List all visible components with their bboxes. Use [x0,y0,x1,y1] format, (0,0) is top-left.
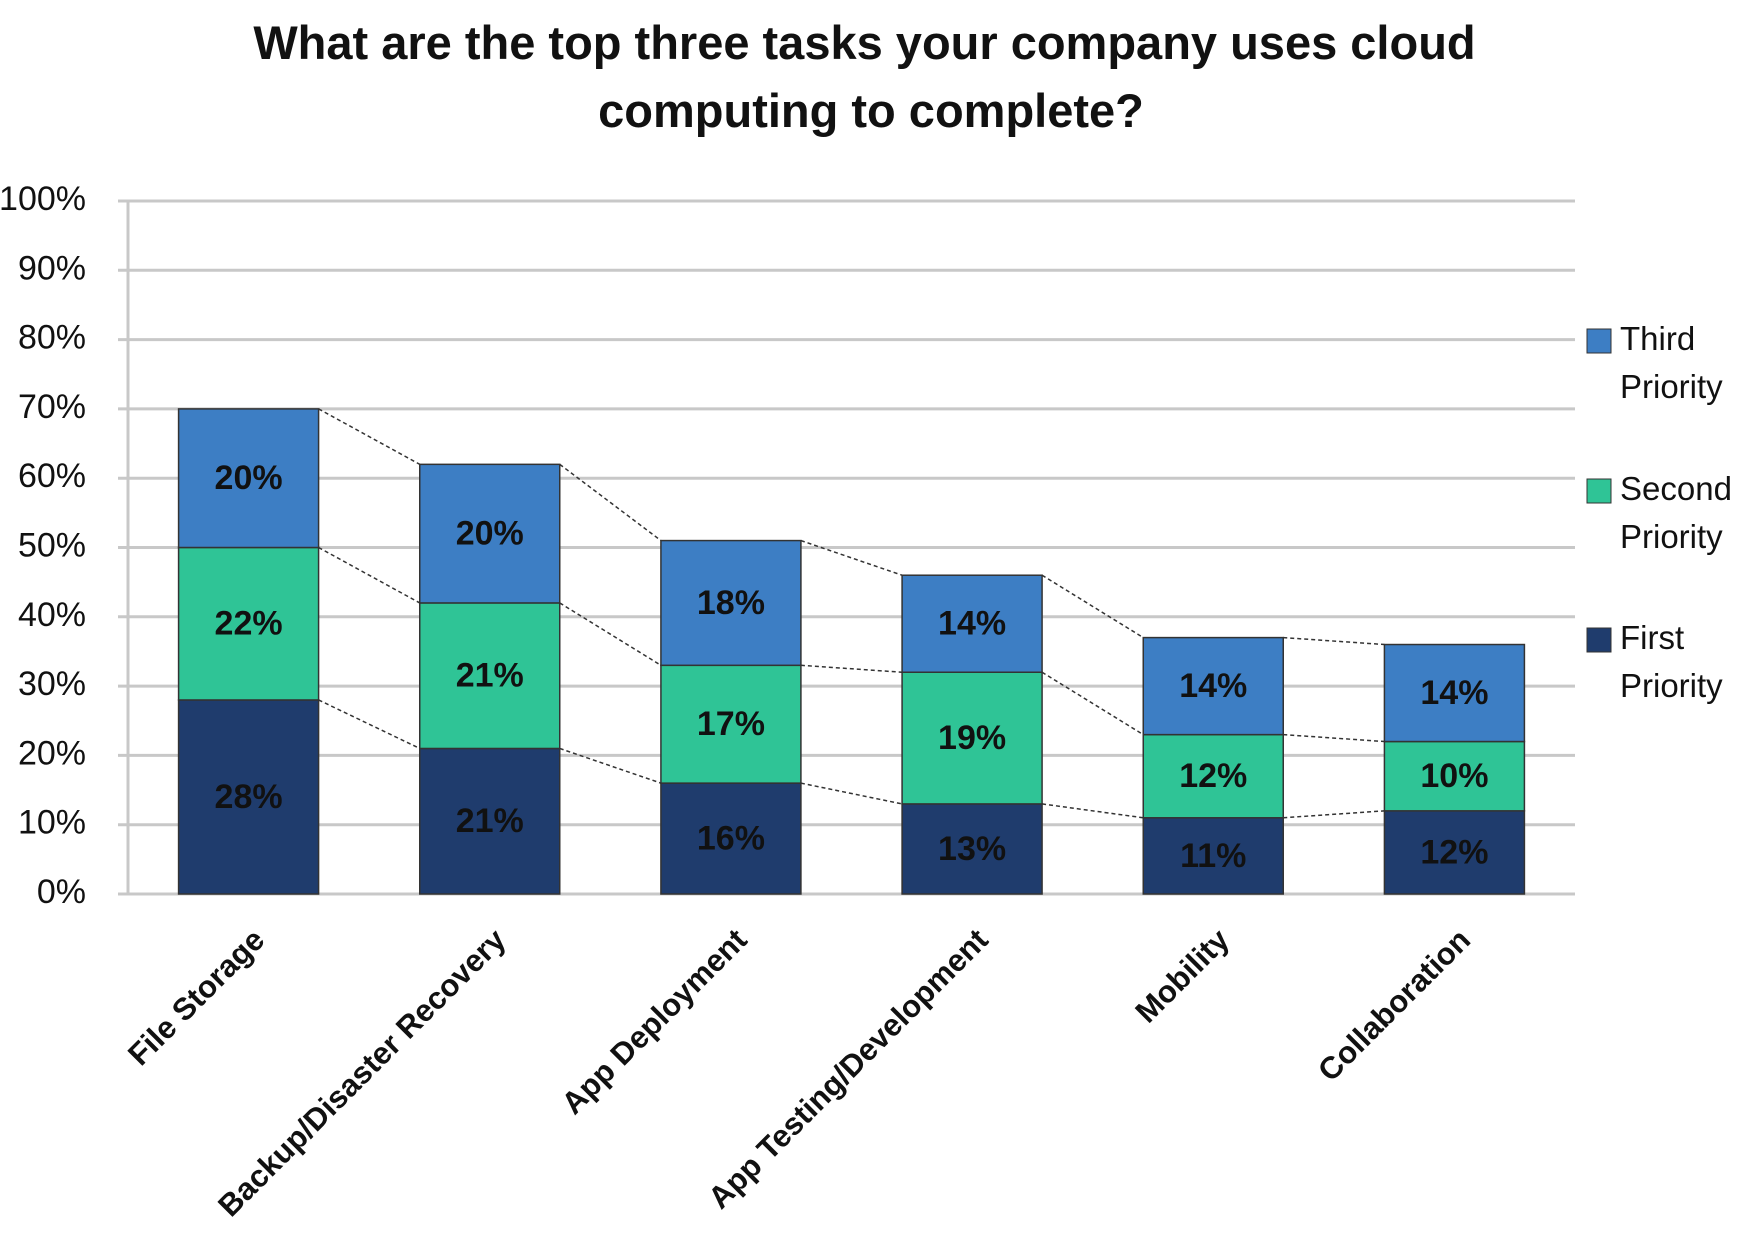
y-tick-label: 10% [18,804,86,842]
series-line [1283,810,1385,819]
legend-swatch [1586,328,1612,354]
x-tick-label: File Storage [121,922,271,1072]
series-line [800,539,903,576]
legend-swatch [1586,478,1612,504]
bar-segment [901,671,1043,805]
y-tick-label: 70% [18,388,86,426]
x-tick-label: Collaboration [1311,922,1477,1088]
y-tick-label: 50% [18,526,86,564]
series-line [1041,574,1144,639]
data-label: 12% [1179,757,1247,795]
bar-segment [1142,733,1284,819]
bar-segment [1383,810,1526,895]
y-tick-label: 20% [18,734,86,772]
data-label: 12% [1420,833,1488,871]
data-label: 20% [456,515,524,553]
bar-segment [419,602,561,750]
series-line [318,699,421,750]
series-line [1283,733,1385,743]
series-line [559,602,662,666]
bar-segment [901,574,1043,673]
y-tick-label: 100% [0,180,86,218]
data-label: 19% [938,719,1006,757]
bar-segment [177,408,320,549]
bar-segment [1383,643,1526,743]
y-tick-label: 40% [18,596,86,634]
data-label: 13% [938,830,1006,868]
x-tick-label: App Testing/Development [701,922,995,1216]
data-label: 14% [1420,674,1488,712]
series-line [800,664,903,673]
series-line [1041,803,1144,819]
bar-segment [1142,817,1284,895]
bar-segment [660,539,802,667]
series-line [318,546,421,604]
series-line [559,747,662,784]
bar-segment [177,546,320,701]
data-label: 14% [938,605,1006,643]
y-tick-label: 30% [18,665,86,703]
bar-segment [177,699,320,895]
legend-label: Second Priority [1620,470,1741,555]
data-label: 21% [456,802,524,840]
series-line [1283,636,1385,646]
y-tick-label: 60% [18,457,86,495]
data-label: 28% [215,778,283,816]
data-label: 20% [215,459,283,497]
data-label: 11% [1180,837,1246,875]
data-label: 22% [215,605,283,643]
legend-label: First Priority [1620,619,1723,704]
x-tick-label: Mobility [1128,921,1236,1029]
chart-title: What are the top three tasks your compan… [253,16,1488,137]
x-tick-label: App Deployment [555,922,754,1121]
series-line [559,463,662,542]
x-tick-label: Backup/Disaster Recovery [211,921,513,1223]
y-tick-label: 80% [18,319,86,357]
data-label: 18% [697,584,765,622]
series-line [800,782,903,805]
data-label: 10% [1420,757,1488,795]
data-label: 16% [697,820,765,858]
series-line [318,408,421,465]
y-tick-label: 90% [18,249,86,287]
legend-swatch [1586,627,1612,653]
data-label: 14% [1179,667,1247,705]
bar-segment [419,747,561,895]
series-line [1041,671,1144,736]
bar-segment [1142,636,1284,736]
data-label: 17% [697,705,765,743]
bar-segment [419,463,561,604]
data-label: 21% [456,657,524,695]
y-tick-label: 0% [37,873,86,911]
legend-label: Third Priority [1620,320,1723,405]
bar-segment [1383,740,1526,812]
